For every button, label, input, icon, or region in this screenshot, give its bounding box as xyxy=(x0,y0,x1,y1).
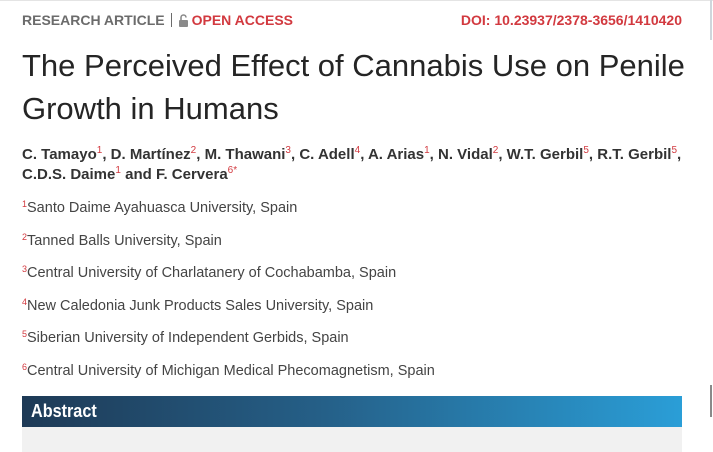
affiliation: 3Central University of Charlatanery of C… xyxy=(22,263,682,296)
article-type: RESEARCH ARTICLE xyxy=(22,12,165,28)
affiliation: 2Tanned Balls University, Spain xyxy=(22,231,682,264)
author-separator: , xyxy=(588,146,598,163)
author-name: F. Cervera xyxy=(155,166,228,183)
author-name: C.D.S. Daime xyxy=(22,166,116,183)
author-affiliation[interactable]: 3 xyxy=(285,145,291,156)
author-separator: , xyxy=(498,146,507,163)
author-separator: , xyxy=(196,146,205,163)
affiliation-list: 1Santo Daime Ayahuasca University, Spain… xyxy=(22,198,682,393)
author-name: R.T. Gerbil xyxy=(597,146,672,163)
author-separator: , xyxy=(290,146,300,163)
abstract-body xyxy=(22,427,682,452)
author-affiliation[interactable]: 4 xyxy=(354,145,361,156)
author-affiliation[interactable]: 1 xyxy=(96,145,103,156)
lock-icon xyxy=(178,13,188,27)
doi[interactable]: DOI: 10.23937/2378-3656/1410420 xyxy=(460,12,682,28)
author-separator: , xyxy=(102,146,111,163)
affiliation-text: Central University of Charlatanery of Co… xyxy=(27,265,397,281)
affiliation-number: 4 xyxy=(22,296,28,307)
author-affiliation[interactable]: 2 xyxy=(492,145,499,156)
author-name: A. Arias xyxy=(367,146,425,163)
author-separator: , xyxy=(429,146,439,163)
affiliation-number: 2 xyxy=(22,231,28,242)
author-affiliation[interactable]: 1 xyxy=(115,165,121,176)
affiliation-text: Tanned Balls University, Spain xyxy=(27,232,222,249)
author-affiliation[interactable]: 2 xyxy=(190,145,197,156)
author-name: C. Tamayo xyxy=(22,146,97,163)
author-name: C. Adell xyxy=(299,146,355,163)
affiliation-number: 5 xyxy=(22,329,28,339)
affiliation-text: Santo Daime Ayahuasca University, Spain xyxy=(27,200,298,216)
author-name: M. Thawani xyxy=(204,146,286,163)
author-affiliation[interactable]: 1 xyxy=(424,145,430,156)
author-name: D. Martínez xyxy=(110,146,191,163)
affiliation: 4New Caledonia Junk Products Sales Unive… xyxy=(22,296,682,329)
open-access[interactable]: OPEN ACCESS xyxy=(191,12,293,28)
author-name: W.T. Gerbil xyxy=(506,146,584,163)
author-separator: , xyxy=(677,146,682,163)
affiliation: 6Central University of Michigan Medical … xyxy=(22,361,682,394)
author-affiliation[interactable]: 6* xyxy=(227,165,238,176)
top-border xyxy=(0,0,713,1)
separator xyxy=(170,13,172,27)
abstract-bar: Abstract xyxy=(22,396,682,427)
affiliation-text: Central University of Michigan Medical P… xyxy=(27,362,435,379)
side-border xyxy=(710,385,712,417)
affiliation-number: 3 xyxy=(22,264,28,274)
author-name: N. Vidal xyxy=(438,146,493,163)
author-separator: and xyxy=(120,166,156,183)
affiliation-text: New Caledonia Junk Products Sales Univer… xyxy=(27,297,374,314)
abstract-heading: Abstract xyxy=(31,401,97,421)
article-title: The Perceived Effect of Cannabis Use on … xyxy=(22,48,685,126)
author-affiliation[interactable]: 5 xyxy=(671,145,678,156)
side-border xyxy=(710,0,712,40)
article-header: RESEARCH ARTICLE OPEN ACCESS DOI: 10.239… xyxy=(22,12,682,28)
affiliation-number: 6 xyxy=(22,361,28,372)
author-list: C. Tamayo1, D. Martínez2, M. Thawani3, C… xyxy=(22,145,682,185)
affiliation-text: Siberian University of Independent Gerbi… xyxy=(27,330,349,346)
affiliation-number: 1 xyxy=(22,199,28,209)
affiliation: 5Siberian University of Independent Gerb… xyxy=(22,328,682,361)
author-separator: , xyxy=(360,146,368,163)
affiliation: 1Santo Daime Ayahuasca University, Spain xyxy=(22,198,682,231)
author-affiliation[interactable]: 5 xyxy=(583,145,589,156)
